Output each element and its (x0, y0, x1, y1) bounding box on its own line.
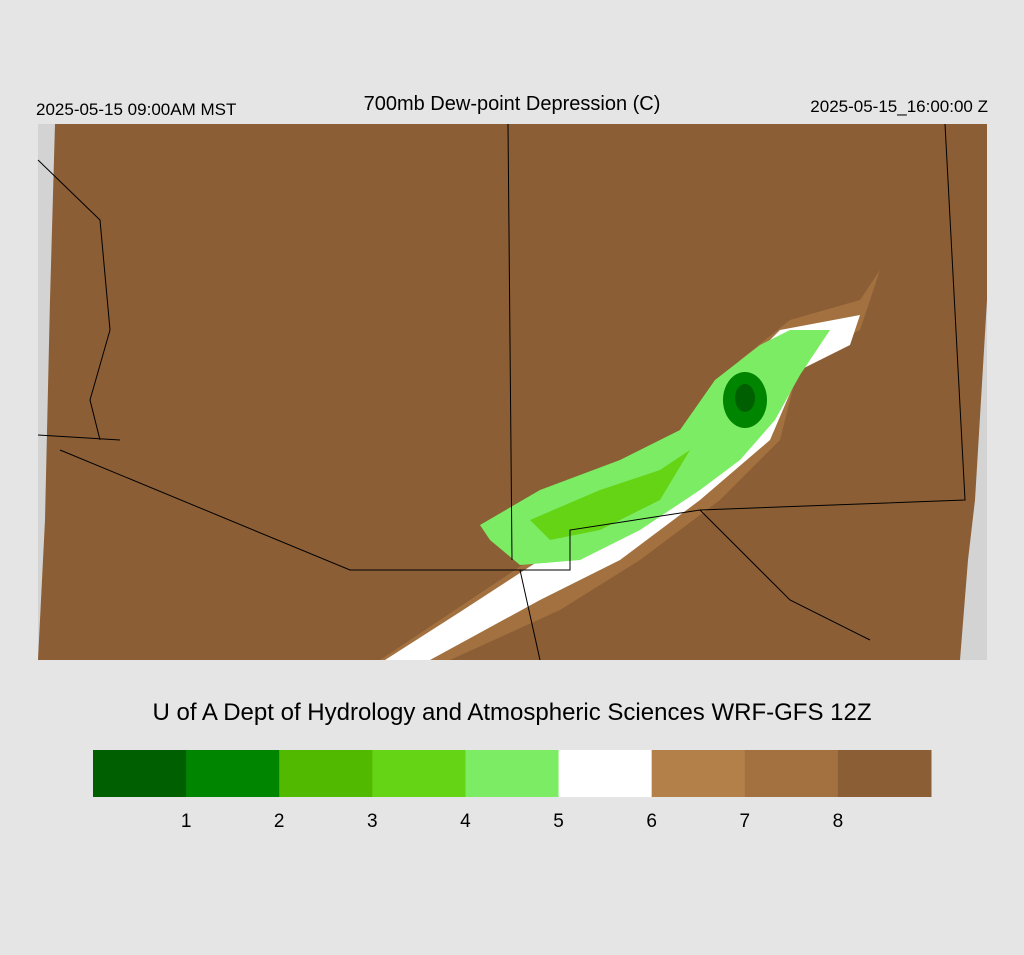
moist-peak (735, 384, 755, 412)
colorbar-tick-label: 1 (181, 811, 192, 832)
map-title: 700mb Dew-point Depression (C) (364, 93, 661, 115)
colorbar-tick-label: 5 (553, 811, 564, 832)
colorbar: 1 2 3 4 5 6 7 8 (93, 750, 932, 832)
state-lines (37, 123, 966, 571)
credit: U of A Dept of Hydrology and Atmospheric… (153, 699, 872, 726)
colorbar-segment (93, 750, 187, 797)
colorbar-tick-label: 4 (460, 811, 471, 832)
boundaries (37, 123, 966, 661)
border-lines (519, 509, 871, 661)
colorbar-segment (558, 750, 653, 797)
colorbar-tick-label: 7 (739, 811, 750, 832)
colorbar-segment (372, 750, 466, 797)
terrain-dry (38, 124, 987, 660)
valid-utc-time: 2025-05-15_16:00:00 Z (810, 97, 988, 116)
map (37, 123, 987, 661)
valid-local-time: 2025-05-15 09:00AM MST (36, 100, 236, 119)
colorbar-segment (279, 750, 373, 797)
colorbar-segment (744, 750, 839, 797)
colorbar-tick-label: 8 (833, 811, 844, 832)
colorbar-segment (465, 750, 560, 797)
colorbar-segment (651, 750, 746, 797)
colorbar-tick-label: 2 (274, 811, 285, 832)
colorbar-segment (837, 750, 932, 797)
colorbar-segment (186, 750, 280, 797)
colorbar-tick-label: 6 (646, 811, 657, 832)
colorbar-tick-label: 3 (367, 811, 378, 832)
moist-core (530, 450, 690, 540)
